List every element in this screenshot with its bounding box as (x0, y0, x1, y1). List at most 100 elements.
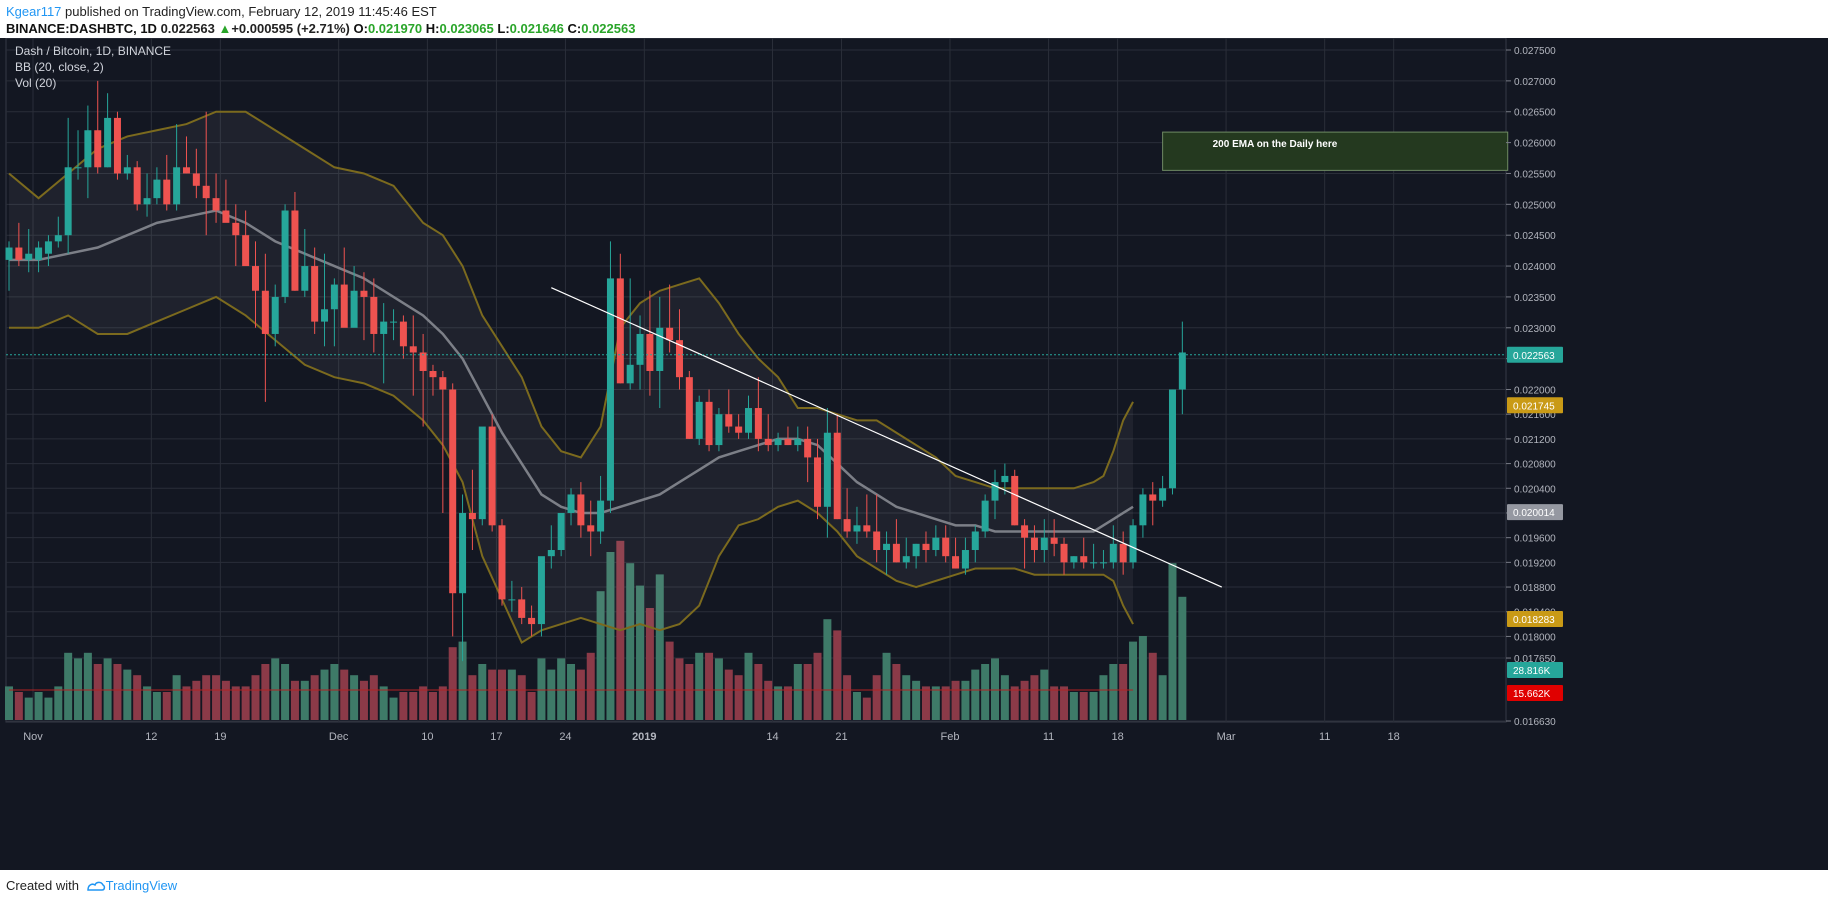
candle-body (44, 241, 52, 254)
candle-body (508, 599, 516, 601)
price-axis[interactable]: 0.027500 0.027000 0.026500 0.026000 0.025500… (1506, 46, 1563, 728)
volume-bar (34, 692, 43, 720)
candle-body (774, 438, 782, 446)
volume-bar (83, 652, 92, 720)
volume-bar (744, 652, 753, 720)
candle-body (35, 247, 43, 260)
volume-bar (212, 675, 221, 720)
y-tick-label: 0.021600 (1514, 410, 1556, 421)
candle-body (764, 438, 772, 446)
time-axis[interactable]: Nov 12 19 Dec 10 17 24 2019 14 21 Feb 11 18 Mar 11 18 (23, 731, 1400, 743)
volume-bar (764, 680, 773, 720)
volume-bar (971, 669, 980, 720)
y-tick-label: 0.024500 (1514, 231, 1556, 242)
candle-body (291, 210, 299, 291)
candle-body (685, 377, 693, 439)
close-label: C: (567, 21, 582, 36)
volume-bar (892, 664, 901, 720)
volume-bar (1158, 675, 1167, 720)
change-up-arrow-icon: ▲ (218, 21, 232, 36)
tradingview-brand-link[interactable]: TradingView (105, 878, 178, 893)
candle-body (1099, 562, 1107, 564)
volume-bar (231, 686, 240, 720)
x-tick-label: 2019 (632, 731, 656, 743)
candle-body (547, 550, 555, 557)
candle-body (587, 525, 595, 532)
created-with-text: Created with (6, 878, 79, 893)
candle-body (74, 167, 82, 169)
price-axis-label: 0.021745 (1513, 401, 1555, 412)
candle-body (212, 198, 220, 211)
volume-bar (507, 669, 516, 720)
volume-bar (310, 675, 319, 720)
volume-bar (251, 675, 260, 720)
candle-body (64, 167, 72, 236)
candle-body (833, 432, 841, 520)
candle-body (804, 438, 812, 458)
candle-body (192, 173, 200, 186)
y-tick-label: 0.025500 (1514, 169, 1556, 180)
y-tick-label: 0.027000 (1514, 77, 1556, 88)
close-value: 0.022563 (581, 21, 636, 36)
volume-bar (1079, 692, 1088, 720)
ema-note-text: 200 EMA on the Daily here (1213, 139, 1338, 150)
volume-bar (409, 692, 418, 720)
volume-bar (714, 658, 723, 720)
volume-bar (369, 675, 378, 720)
publish-info: Kgear117 published on TradingView.com, F… (6, 4, 437, 19)
candle-body (597, 500, 605, 532)
volume-bar (783, 686, 792, 720)
candle-body (84, 130, 92, 168)
candle-body (1060, 543, 1068, 563)
candle-body (577, 494, 585, 526)
volume-axis-label-bg (1507, 685, 1563, 701)
price-chart[interactable]: 200 EMA on the Daily here 0.027500 0.0270… (0, 38, 1828, 870)
volume-bar (172, 675, 181, 720)
volume-bar (833, 630, 842, 720)
candle-body (429, 370, 437, 378)
candle-body (281, 210, 289, 297)
y-tick-label: 0.020400 (1514, 484, 1556, 495)
volume-bar (527, 692, 536, 720)
candle-body (15, 247, 23, 260)
volume-bar (488, 669, 497, 720)
candle-body (626, 364, 634, 384)
candle-body (991, 482, 999, 501)
candle-body (528, 617, 536, 625)
candle-body (5, 247, 13, 260)
candle-body (340, 284, 348, 328)
volume-bar (281, 664, 290, 720)
volume-bar (419, 686, 428, 720)
y-tick-label: 0.026000 (1514, 139, 1556, 150)
legend-vol[interactable]: Vol (20) (15, 76, 56, 90)
legend-bb[interactable]: BB (20, close, 2) (15, 60, 104, 74)
candle-body (370, 296, 378, 334)
y-tick-label: 0.019600 (1514, 534, 1556, 545)
candle-body (557, 512, 565, 551)
volume-bar (133, 675, 142, 720)
published-text: published on TradingView.com, February 1… (61, 4, 437, 19)
candle-body (163, 179, 171, 205)
volume-bar (182, 686, 191, 720)
candle-body (518, 599, 526, 618)
x-tick-label: Mar (1217, 731, 1236, 743)
candle-body (1040, 537, 1048, 551)
author-link[interactable]: Kgear117 (6, 4, 62, 19)
candle-body (242, 235, 250, 267)
volume-bar (221, 680, 230, 720)
volume-bar (1000, 675, 1009, 720)
volume-bar (1060, 686, 1069, 720)
volume-bar (340, 669, 349, 720)
candle-body (725, 414, 733, 427)
volume-bar (379, 686, 388, 720)
y-tick-label: 0.021200 (1514, 435, 1556, 446)
volume-bar (290, 680, 299, 720)
candle-body (675, 340, 683, 378)
volume-bar (1178, 596, 1187, 720)
candle-body (104, 117, 112, 168)
volume-bar (754, 664, 763, 720)
x-tick-label: Nov (23, 731, 43, 743)
volume-bar (705, 652, 714, 720)
price-axis-label-bg (1507, 346, 1563, 363)
candle-body (153, 179, 161, 199)
